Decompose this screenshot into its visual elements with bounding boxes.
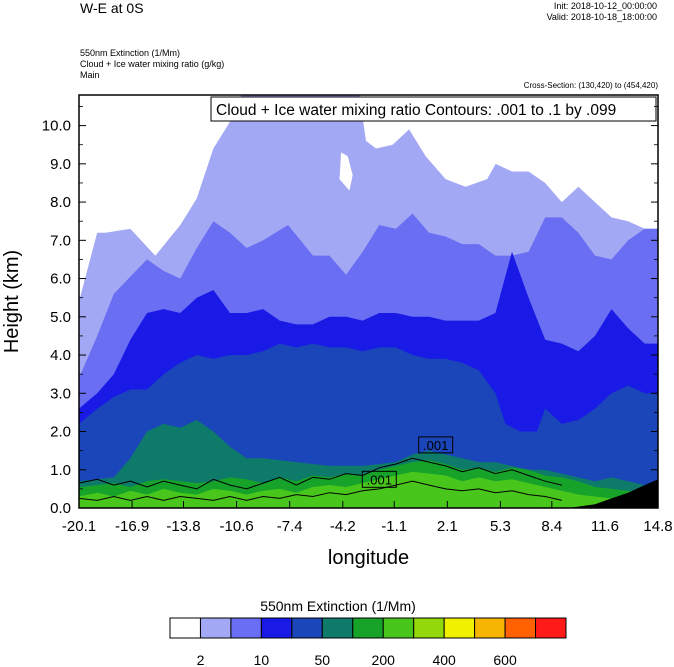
colorbar-tick-label: 600 bbox=[493, 652, 517, 667]
contour-label-box bbox=[418, 436, 454, 454]
y-axis-label: Height (km) bbox=[1, 250, 23, 353]
colorbar-title: 550nm Extinction (1/Mm) bbox=[260, 598, 416, 614]
x-axis-label: longitude bbox=[328, 547, 409, 569]
field-label-mixing-ratio: Cloud + Ice water mixing ratio (g/kg) bbox=[80, 59, 225, 69]
contour-info-box bbox=[210, 96, 657, 122]
field-label-extinction: 550nm Extinction (1/Mm) bbox=[80, 48, 181, 58]
y-tick-label: 1.0 bbox=[50, 462, 71, 479]
colorbar-swatch bbox=[199, 617, 232, 639]
colorbar-swatch bbox=[230, 617, 262, 639]
mixing-ratio-contour-1 bbox=[79, 457, 562, 490]
x-tick-label: -20.1 bbox=[62, 518, 96, 535]
colorbar-tick-label: 2 bbox=[197, 652, 205, 667]
valid-time: Valid: 2018-10-18_18:00:00 bbox=[546, 12, 657, 22]
y-tick-label: 0.0 bbox=[50, 500, 71, 517]
colorbar-tick-label: 10 bbox=[254, 652, 270, 667]
colorbar-tick-label: 400 bbox=[432, 652, 456, 667]
colorbar-tick-label: 50 bbox=[315, 652, 331, 667]
colorbar-swatch bbox=[291, 617, 323, 639]
x-tick-label: -4.2 bbox=[330, 518, 356, 535]
colorbar-swatch bbox=[413, 617, 445, 639]
y-tick-label: 10.0 bbox=[42, 118, 71, 135]
white-patch-upper-right bbox=[568, 95, 658, 222]
white-patch-blob bbox=[339, 152, 353, 191]
cross-section-label: Cross-Section: (130,420) to (454,420) bbox=[523, 81, 658, 90]
x-tick-label: 8.4 bbox=[541, 518, 562, 535]
terrain bbox=[568, 479, 658, 508]
y-tick-label: 9.0 bbox=[50, 156, 71, 173]
colorbar-swatch bbox=[260, 617, 293, 639]
x-tick-label: -1.1 bbox=[381, 518, 407, 535]
white-patch-upper-left bbox=[79, 95, 239, 256]
contour-info-text: Cloud + Ice water mixing ratio Contours:… bbox=[216, 102, 616, 119]
colorbar-swatch bbox=[474, 617, 506, 639]
mixing-ratio-contour-2 bbox=[79, 480, 562, 501]
x-tick-label: 5.3 bbox=[490, 518, 511, 535]
colorbar-swatch bbox=[352, 617, 384, 639]
y-tick-label: 7.0 bbox=[50, 232, 71, 249]
y-tick-label: 4.0 bbox=[50, 347, 71, 364]
y-tick-label: 6.0 bbox=[50, 271, 71, 288]
x-tick-label: 2.1 bbox=[437, 518, 458, 535]
x-tick-label: -7.4 bbox=[277, 518, 303, 535]
y-tick-label: 5.0 bbox=[50, 309, 71, 326]
y-tick-label: 8.0 bbox=[50, 194, 71, 211]
field-label-main: Main bbox=[80, 70, 100, 80]
colorbar-swatch bbox=[382, 617, 415, 639]
colorbar-swatch bbox=[535, 617, 567, 639]
contour-label: .001 bbox=[367, 472, 392, 487]
colorbar-swatch bbox=[504, 617, 537, 639]
contour-label-box bbox=[361, 470, 397, 488]
x-tick-label: -13.8 bbox=[166, 518, 200, 535]
plot-title: W-E at 0S bbox=[80, 0, 144, 16]
colorbar-swatch bbox=[169, 617, 201, 639]
colorbar-tick-label: 200 bbox=[372, 652, 396, 667]
init-time: Init: 2018-10-12_00:00:00 bbox=[553, 1, 657, 11]
x-tick-label: 11.6 bbox=[591, 518, 619, 535]
colorbar-swatch bbox=[443, 617, 476, 639]
x-tick-label: -16.9 bbox=[115, 518, 149, 535]
contour-label: .001 bbox=[423, 438, 448, 453]
x-tick-label: 14.8 bbox=[643, 518, 672, 535]
x-tick-label: -10.6 bbox=[220, 518, 254, 535]
colorbar-swatch bbox=[321, 617, 354, 639]
y-tick-label: 2.0 bbox=[50, 424, 71, 441]
y-tick-label: 3.0 bbox=[50, 385, 71, 402]
plot-frame bbox=[78, 94, 659, 509]
